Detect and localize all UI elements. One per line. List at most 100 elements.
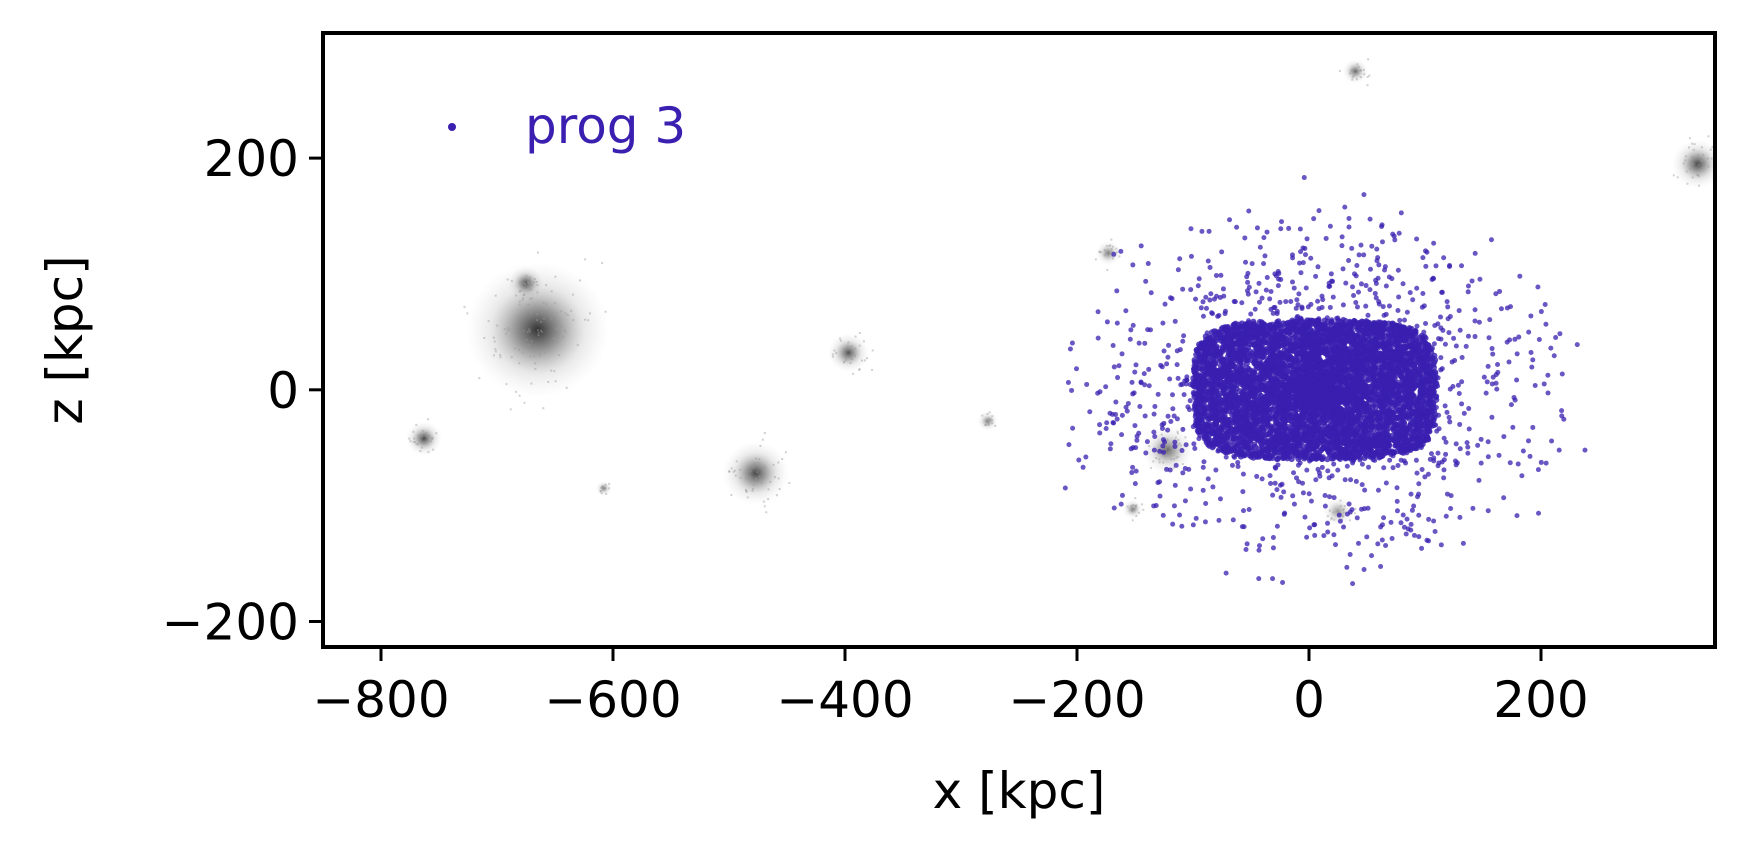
density-speck <box>600 490 603 493</box>
density-speck <box>539 352 542 355</box>
density-speck <box>1098 250 1101 253</box>
density-speck <box>518 300 521 303</box>
density-speck <box>517 348 520 351</box>
density-speck <box>605 492 608 495</box>
density-speck <box>1698 184 1701 187</box>
density-speck <box>753 462 756 465</box>
density-speck <box>523 282 526 285</box>
density-speck <box>835 352 838 355</box>
density-speck <box>1672 174 1675 177</box>
density-speck <box>426 435 429 438</box>
density-speck <box>850 345 853 348</box>
density-speck <box>535 280 538 283</box>
density-speck <box>541 330 544 333</box>
density-speck <box>860 359 863 362</box>
density-speck <box>751 487 754 490</box>
density-speck <box>866 357 869 360</box>
density-speck <box>1166 438 1169 441</box>
density-speck <box>1363 73 1366 76</box>
density-speck <box>844 356 847 359</box>
background-density-layer <box>406 58 1715 528</box>
density-speck <box>1348 72 1351 75</box>
density-speck <box>1353 512 1356 515</box>
density-speck <box>775 494 778 497</box>
density-speck <box>788 482 791 485</box>
density-speck <box>1682 162 1685 165</box>
density-speck <box>739 476 742 479</box>
density-speck <box>1175 456 1178 459</box>
density-speck <box>521 351 524 354</box>
density-speck <box>483 336 486 339</box>
density-speck <box>762 469 765 472</box>
density-speck <box>492 336 495 339</box>
density-speck <box>413 437 416 440</box>
density-speck <box>849 362 852 365</box>
density-speck <box>427 418 430 421</box>
density-speck <box>1686 182 1689 185</box>
density-speck <box>527 282 530 285</box>
density-speck <box>435 432 438 435</box>
density-speck <box>854 347 857 350</box>
density-speck <box>527 344 530 347</box>
density-blob <box>977 411 998 431</box>
density-speck <box>522 294 525 297</box>
density-speck <box>1684 159 1687 162</box>
scatter-point <box>1243 360 1250 367</box>
density-speck <box>518 280 521 283</box>
density-speck <box>777 461 780 464</box>
density-speck <box>1165 448 1168 451</box>
density-speck <box>764 466 767 469</box>
density-speck <box>1697 153 1700 156</box>
density-speck <box>758 475 761 478</box>
density-speck <box>531 284 534 287</box>
scatter-points-layer <box>1062 175 1588 587</box>
density-speck <box>1688 168 1691 171</box>
density-speck <box>543 351 546 354</box>
density-speck <box>416 442 419 445</box>
density-speck <box>759 444 762 447</box>
density-speck <box>988 411 991 414</box>
density-speck <box>558 354 561 357</box>
density-speck <box>529 297 532 300</box>
density-speck <box>1098 251 1101 254</box>
density-speck <box>550 290 553 293</box>
density-speck <box>833 349 836 352</box>
density-speck <box>1342 509 1345 512</box>
density-speck <box>550 369 553 372</box>
density-speck <box>542 407 545 410</box>
density-speck <box>487 320 490 323</box>
density-speck <box>1362 69 1365 72</box>
density-speck <box>777 477 780 480</box>
density-speck <box>1700 159 1703 162</box>
density-speck <box>528 276 531 279</box>
density-speck <box>1133 509 1136 512</box>
density-speck <box>1105 245 1108 248</box>
density-speck <box>1359 69 1362 72</box>
density-speck <box>506 278 509 281</box>
density-speck <box>1693 143 1696 146</box>
density-blob <box>508 266 544 301</box>
density-speck <box>1134 504 1137 507</box>
density-speck <box>1688 137 1691 140</box>
density-speck <box>735 460 738 463</box>
density-speck <box>1692 148 1695 151</box>
density-speck <box>1351 70 1354 73</box>
density-speck <box>1366 84 1369 87</box>
density-speck <box>553 370 556 373</box>
density-speck <box>536 251 539 254</box>
density-speck <box>536 319 539 322</box>
density-speck <box>431 436 434 439</box>
density-speck <box>588 312 591 315</box>
density-speck <box>554 302 557 305</box>
density-speck <box>600 486 603 489</box>
density-speck <box>763 470 766 473</box>
density-speck <box>528 282 531 285</box>
density-speck <box>602 485 605 488</box>
density-speck <box>1341 515 1344 518</box>
density-speck <box>534 362 537 365</box>
density-speck <box>551 312 554 315</box>
density-speck <box>1152 460 1155 463</box>
density-speck <box>550 318 553 321</box>
density-speck <box>556 326 559 329</box>
